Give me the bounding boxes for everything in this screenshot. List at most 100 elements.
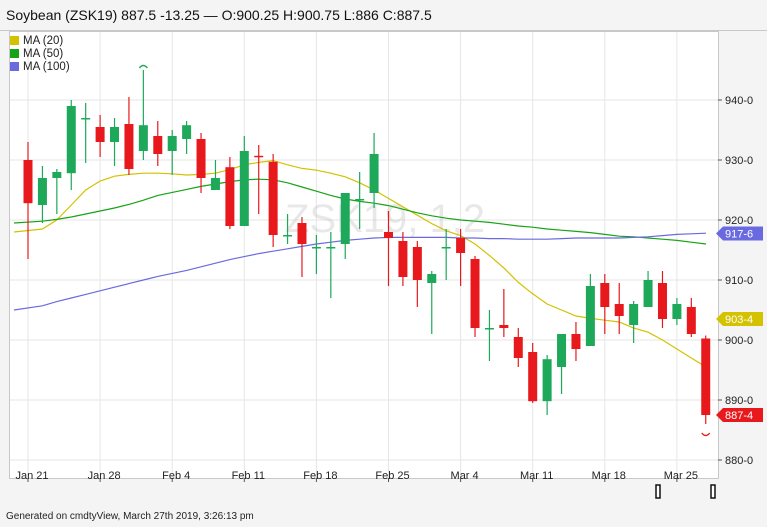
candle-body[interactable]: [557, 334, 567, 367]
candle-body[interactable]: [643, 280, 653, 307]
candle-body[interactable]: [499, 325, 509, 328]
candle-body[interactable]: [542, 359, 552, 402]
candle-body[interactable]: [268, 161, 278, 235]
candle-body[interactable]: [52, 172, 62, 178]
candle[interactable]: [110, 118, 120, 166]
candle-body[interactable]: [600, 283, 610, 307]
candle[interactable]: [283, 214, 293, 244]
candle[interactable]: [657, 271, 667, 328]
candle[interactable]: [225, 157, 235, 229]
candle-body[interactable]: [110, 127, 120, 142]
range-handles[interactable]: [655, 484, 716, 499]
candle-body[interactable]: [37, 178, 47, 205]
candle[interactable]: [52, 169, 62, 214]
candle[interactable]: [686, 298, 696, 337]
candle-body[interactable]: [182, 125, 192, 139]
candle[interactable]: [571, 322, 581, 361]
candle-body[interactable]: [456, 238, 466, 253]
candle-body[interactable]: [254, 155, 264, 158]
candle[interactable]: [182, 121, 192, 154]
candle[interactable]: [81, 103, 91, 163]
candle-body[interactable]: [167, 136, 177, 151]
candle-body[interactable]: [23, 160, 33, 204]
candle-body[interactable]: [571, 334, 581, 349]
candle[interactable]: [499, 289, 509, 337]
candle[interactable]: [311, 235, 321, 274]
plot-area[interactable]: [9, 31, 719, 479]
candle-body[interactable]: [441, 247, 451, 249]
candle[interactable]: [470, 256, 480, 337]
candle-body[interactable]: [614, 304, 624, 316]
candle[interactable]: [643, 271, 653, 307]
candle[interactable]: [326, 232, 336, 298]
candles[interactable]: [23, 64, 711, 437]
candle-body[interactable]: [657, 283, 667, 319]
candle-body[interactable]: [196, 139, 206, 178]
candle[interactable]: [124, 97, 134, 175]
candle[interactable]: [23, 142, 33, 259]
candle[interactable]: [672, 298, 682, 325]
candle[interactable]: [297, 217, 307, 277]
candle[interactable]: [528, 343, 538, 403]
candle-body[interactable]: [340, 193, 350, 244]
candle[interactable]: [167, 130, 177, 175]
candle-body[interactable]: [513, 337, 523, 358]
candle-body[interactable]: [686, 307, 696, 334]
candle-body[interactable]: [355, 199, 365, 201]
candle[interactable]: [412, 241, 422, 307]
candle-body[interactable]: [239, 151, 249, 226]
candle-body[interactable]: [66, 106, 76, 174]
candle-body[interactable]: [95, 127, 105, 142]
candle[interactable]: [384, 211, 393, 286]
candle[interactable]: [153, 121, 163, 166]
candle-body[interactable]: [384, 232, 393, 238]
candle[interactable]: [138, 70, 148, 160]
candle[interactable]: [456, 229, 466, 286]
candle-body[interactable]: [81, 118, 91, 120]
candle[interactable]: [542, 355, 552, 415]
candle-body[interactable]: [427, 274, 437, 283]
candle-body[interactable]: [283, 235, 293, 237]
candle[interactable]: [355, 172, 365, 229]
candle-body[interactable]: [138, 125, 148, 151]
candle[interactable]: [239, 136, 249, 226]
candle-body[interactable]: [585, 286, 595, 346]
candle-body[interactable]: [412, 247, 422, 280]
candle[interactable]: [66, 100, 76, 190]
candle[interactable]: [254, 145, 264, 214]
candle-body[interactable]: [369, 154, 379, 193]
candle-body[interactable]: [311, 247, 321, 249]
candle[interactable]: [600, 274, 610, 334]
candle[interactable]: [398, 232, 408, 286]
candle-body[interactable]: [629, 304, 639, 325]
candle-body[interactable]: [225, 167, 235, 226]
candle-body[interactable]: [297, 223, 307, 244]
candle[interactable]: [513, 328, 523, 367]
candle[interactable]: [340, 193, 350, 259]
candle[interactable]: [427, 271, 437, 334]
candle[interactable]: [37, 166, 47, 223]
candle[interactable]: [95, 115, 105, 157]
candle[interactable]: [585, 274, 595, 346]
range-end-handle[interactable]: [710, 484, 716, 499]
candle-body[interactable]: [672, 304, 682, 319]
candle[interactable]: [557, 334, 567, 394]
candle-body[interactable]: [124, 124, 134, 169]
candle[interactable]: [629, 301, 639, 343]
candle[interactable]: [369, 133, 379, 208]
candle-body[interactable]: [528, 352, 538, 402]
candle[interactable]: [701, 335, 711, 425]
candle-body[interactable]: [484, 328, 494, 330]
candle-body[interactable]: [326, 247, 336, 249]
candle[interactable]: [441, 229, 451, 280]
candle-body[interactable]: [398, 241, 408, 277]
candle-body[interactable]: [470, 259, 480, 328]
candle[interactable]: [484, 310, 494, 361]
candle[interactable]: [268, 154, 278, 247]
candle-body[interactable]: [210, 178, 220, 190]
candle[interactable]: [196, 133, 206, 193]
candle[interactable]: [614, 283, 624, 334]
candle-body[interactable]: [153, 136, 163, 154]
range-start-handle[interactable]: [655, 484, 661, 499]
